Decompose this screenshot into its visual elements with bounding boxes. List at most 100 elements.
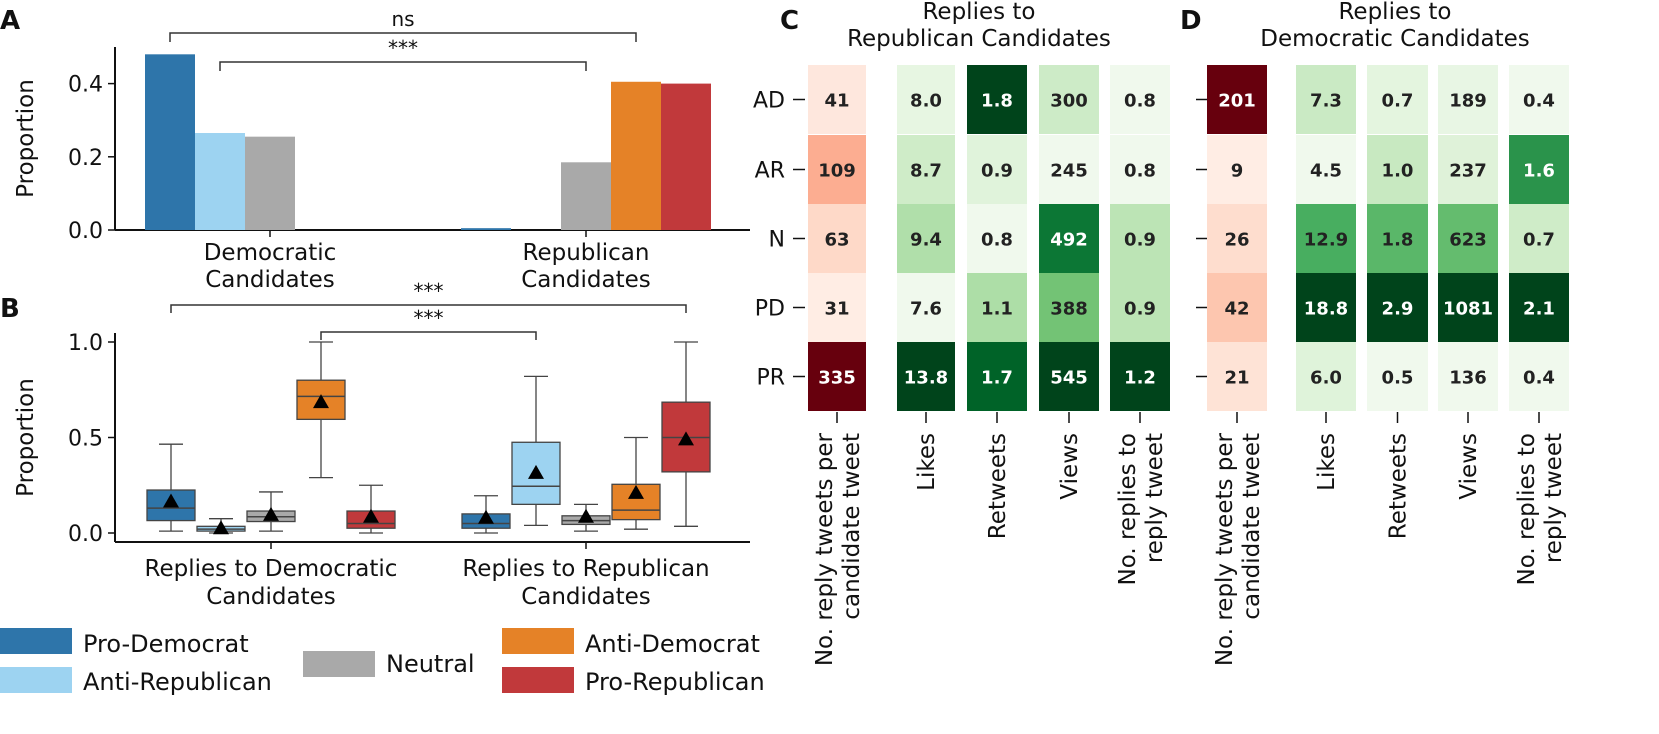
box-anti-democrat-republican xyxy=(611,436,661,530)
heatmap-cell-value: 12.9 xyxy=(1304,230,1348,251)
column-label: No. replies to reply tweet xyxy=(1514,433,1567,586)
row-label-ad: AD xyxy=(753,89,785,114)
heatmap-cell xyxy=(1110,135,1170,204)
legend-swatch xyxy=(0,628,72,654)
heatmap-cell-value: 201 xyxy=(1218,91,1256,112)
heatmap-cell xyxy=(897,273,955,342)
heatmap-cell xyxy=(967,135,1027,204)
heatmap-cell-value: 545 xyxy=(1050,368,1088,389)
column-label-line: No. reply tweets per xyxy=(812,432,838,666)
heatmap-cell xyxy=(1207,273,1267,342)
heatmap-cell xyxy=(1039,204,1099,273)
box-mean-marker xyxy=(263,506,279,521)
bar-anti-democrat-republican xyxy=(611,81,661,231)
bar-neutral-democratic xyxy=(245,136,295,230)
heatmap-cell xyxy=(967,204,1027,273)
column-label-line: Views xyxy=(1456,433,1482,500)
panel-letter-d: D xyxy=(1180,6,1202,36)
legend-item-pro-republican: Pro-Republican xyxy=(502,667,765,696)
heatmap-cell-value: 1.1 xyxy=(981,299,1013,320)
heatmap-cell xyxy=(967,342,1027,411)
heatmap-cell xyxy=(1367,204,1428,273)
heatmap-cell-value: 300 xyxy=(1050,91,1088,112)
heatmap-cell xyxy=(1110,273,1170,342)
bar-pro-democrat-democratic xyxy=(145,54,195,230)
panel-letter-b: B xyxy=(0,294,20,324)
panel-b-sig-label: *** xyxy=(414,306,444,330)
box-anti-democrat-democratic xyxy=(296,341,346,479)
legend-item-pro-democrat: Pro-Democrat xyxy=(0,628,249,658)
heatmap-cell xyxy=(808,65,866,134)
heatmap-cell-value: 245 xyxy=(1050,161,1088,182)
heatmap-cell-value: 4.5 xyxy=(1310,161,1342,182)
heatmap-cell-value: 1081 xyxy=(1443,299,1493,320)
panel-b-ytick-label: 1.0 xyxy=(68,331,103,356)
heatmap-cell xyxy=(808,135,866,204)
legend-label: Anti-Republican xyxy=(83,668,272,696)
heatmap-cell-value: 237 xyxy=(1449,161,1487,182)
panel-b-category-label-line-2: Candidates xyxy=(206,584,336,610)
column-label-line: No. reply tweets per xyxy=(1212,432,1238,666)
heatmap-cell xyxy=(1207,204,1267,273)
heatmap-cell xyxy=(1438,135,1498,204)
row-label-pr: PR xyxy=(756,366,785,391)
panel-b-ytick-label: 0.0 xyxy=(68,522,103,547)
heatmap-cell-value: 1.8 xyxy=(981,91,1013,112)
heatmap-cell xyxy=(1110,204,1170,273)
heatmap-cell-value: 31 xyxy=(824,299,849,320)
legend-swatch xyxy=(0,667,72,693)
heatmap-cell xyxy=(1509,273,1569,342)
heatmap-cell-value: 21 xyxy=(1224,368,1249,389)
heatmap-cell-value: 0.8 xyxy=(981,230,1013,251)
panel-b-ylabel: Proportion xyxy=(13,378,39,497)
heatmap-cell xyxy=(897,342,955,411)
panel-a-category-label-line-2: Candidates xyxy=(521,267,651,293)
legend-label: Pro-Democrat xyxy=(83,630,249,658)
heatmap-cell-value: 189 xyxy=(1449,91,1487,112)
column-label-line: Likes xyxy=(1314,433,1340,491)
bar-anti-republican-democratic xyxy=(195,133,245,230)
heatmap-cell xyxy=(1110,65,1170,134)
heatmap-cell xyxy=(808,342,866,411)
heatmap-cell-value: 623 xyxy=(1449,230,1487,251)
heatmap-cell xyxy=(1367,135,1428,204)
heatmap-cell-value: 42 xyxy=(1224,299,1249,320)
panel-b-sig-label: *** xyxy=(414,279,444,303)
heatmap-cell-value: 136 xyxy=(1449,368,1487,389)
heatmap-cell xyxy=(1207,342,1267,411)
bar-pro-democrat-republican xyxy=(461,228,511,230)
panel-a-chart: 0.00.20.4ProportionDemocraticCandidatesR… xyxy=(13,7,750,293)
box-pro-democrat-republican xyxy=(461,495,511,534)
box-neutral-democratic xyxy=(246,491,296,532)
panel-a-sig-bracket xyxy=(169,32,637,42)
heatmap-cell xyxy=(1296,65,1356,134)
heatmap-cell xyxy=(1509,342,1569,411)
heatmap-cell-value: 41 xyxy=(824,91,849,112)
box-mean-marker xyxy=(163,493,179,508)
column-label: Views xyxy=(1057,433,1083,500)
heatmap-cell-value: 1.0 xyxy=(1382,161,1414,182)
column-label-line: reply tweet xyxy=(1142,433,1168,563)
column-label: No. reply tweets per candidate tweet xyxy=(1212,432,1265,666)
legend-item-anti-republican: Anti-Republican xyxy=(0,667,272,696)
box-pro-republican-republican xyxy=(661,341,711,527)
heatmap-cell xyxy=(897,135,955,204)
heatmap-cell xyxy=(1509,135,1569,204)
panel-a-sig-label: ns xyxy=(391,7,414,31)
heatmap-cell-value: 63 xyxy=(824,230,849,251)
heatmap-cell-value: 109 xyxy=(818,161,856,182)
heatmap-cell-value: 2.1 xyxy=(1523,299,1555,320)
heatmap-cell xyxy=(1296,273,1356,342)
box-anti-republican-democratic xyxy=(196,518,246,535)
box-mean-marker xyxy=(528,464,544,479)
panel-b-category-label-line-1: Replies to Republican xyxy=(462,556,709,582)
heatmap-cell-value: 1.7 xyxy=(981,368,1013,389)
heatmap-cell-value: 0.7 xyxy=(1382,91,1414,112)
heatmap-cell-value: 0.4 xyxy=(1523,91,1555,112)
heatmap-cell xyxy=(1039,65,1099,134)
panel-a-ytick-label: 0.0 xyxy=(68,219,103,244)
